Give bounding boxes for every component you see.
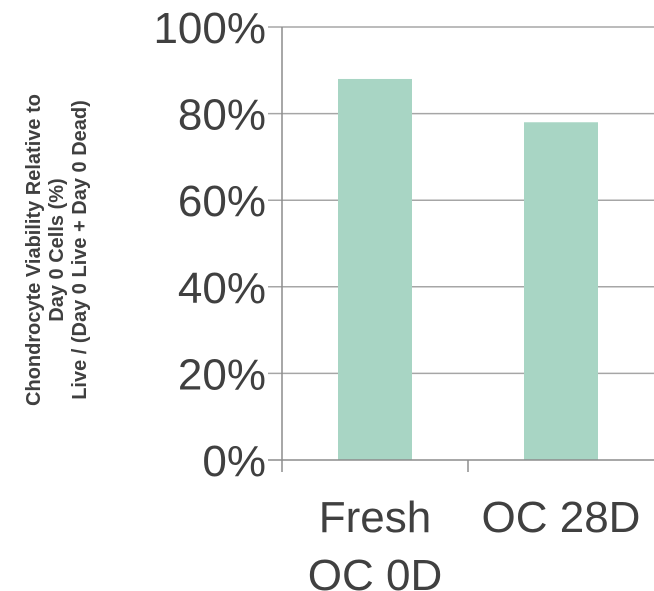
- bar: [524, 122, 598, 460]
- y-tick-label: 100%: [153, 4, 266, 53]
- y-tick-label: 80%: [178, 91, 266, 140]
- bars: [338, 78, 598, 461]
- x-category-labels: Fresh OC 0D OC 28D: [308, 493, 641, 591]
- x-category-label: Fresh: [319, 493, 431, 542]
- y-axis-title: Chondrocyte Viability Relative toDay 0 C…: [23, 94, 91, 406]
- y-axis-title-line: Live / (Day 0 Live + Day 0 Dead): [69, 100, 91, 400]
- y-tick-label: 40%: [178, 264, 266, 313]
- y-axis-title-line: Chondrocyte Viability Relative to: [23, 94, 45, 406]
- axes: [268, 27, 654, 472]
- y-axis-title-line: Day 0 Cells (%): [46, 178, 68, 321]
- bar: [338, 78, 412, 461]
- x-category-label: OC 0D: [308, 551, 442, 591]
- x-category-label: OC 28D: [482, 493, 641, 542]
- y-tick-label: 20%: [178, 350, 266, 399]
- y-tick-label: 60%: [178, 177, 266, 226]
- y-tick-labels: 0% 20% 40% 60% 80% 100%: [153, 4, 266, 486]
- y-tick-label: 0%: [202, 437, 266, 486]
